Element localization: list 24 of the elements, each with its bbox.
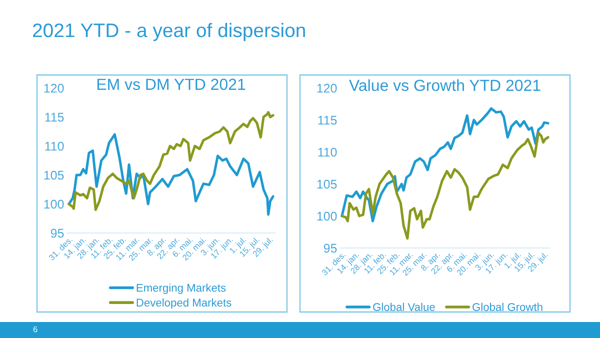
line-series (340, 132, 550, 240)
legend-label: Global Value (373, 302, 435, 311)
line-series (340, 107, 550, 222)
y-tick-label: 105 (44, 170, 64, 180)
y-tick-label: 105 (317, 180, 337, 189)
y-tick-label: 120 (44, 84, 64, 93)
legend-label: Emerging Markets (136, 284, 226, 294)
text: 6 (33, 326, 38, 332)
y-tick-label: 120 (317, 84, 337, 93)
y-tick-label: 95 (50, 228, 64, 238)
y-tick-label: 110 (318, 148, 337, 157)
chart-title: Value vs Growth YTD 2021 (349, 79, 540, 92)
legend-label: Global Growth (472, 302, 542, 311)
line-series (68, 133, 274, 216)
y-tick-label: 115 (318, 116, 337, 125)
y-tick-label: 115 (45, 112, 64, 122)
chart-title: EM vs DM YTD 2021 (97, 78, 246, 90)
y-tick-label: 100 (317, 212, 337, 221)
y-tick-label: 110 (45, 142, 64, 151)
y-tick-label: 95 (324, 244, 337, 253)
legend-label: Developed Markets (136, 298, 232, 309)
text: 2021 YTD - a year of dispersion (32, 22, 305, 42)
y-tick-label: 100 (44, 200, 64, 209)
line-series (68, 111, 274, 212)
